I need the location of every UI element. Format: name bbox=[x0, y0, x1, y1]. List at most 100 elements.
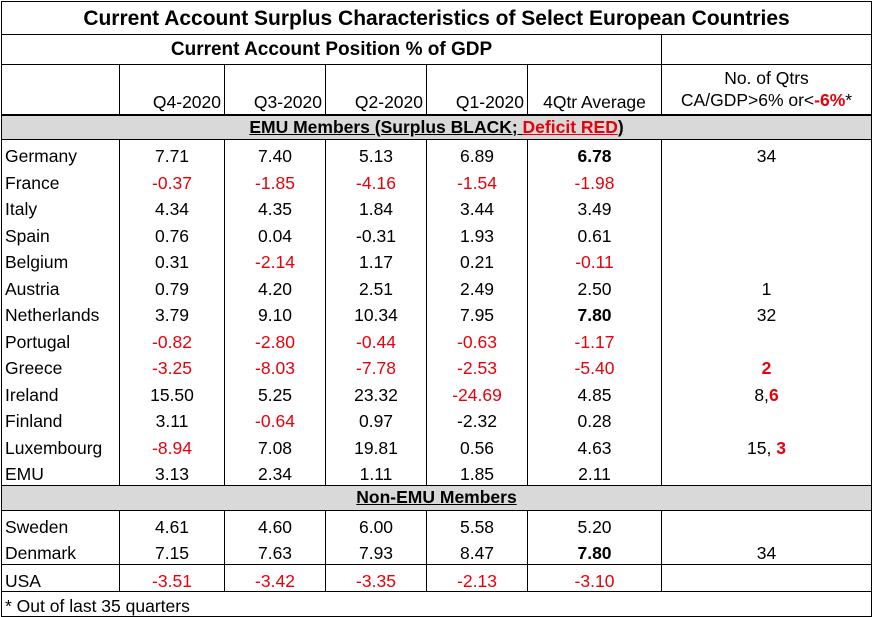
value-q1: 0.56 bbox=[426, 431, 528, 458]
value-q3: 7.40 bbox=[224, 139, 326, 167]
subtitle-blank-cell bbox=[661, 34, 872, 65]
value-q1: -1.54 bbox=[426, 166, 528, 193]
value-average: 6.78 bbox=[527, 139, 662, 167]
value-q4: 4.34 bbox=[119, 193, 225, 220]
value-q3: 7.63 bbox=[224, 537, 326, 565]
section-emu-highlight: Deficit RED bbox=[522, 116, 618, 137]
country-name: Spain bbox=[1, 219, 120, 246]
country-name: EMU bbox=[1, 458, 120, 485]
value-q4: 0.76 bbox=[119, 219, 225, 246]
value-q3: -0.64 bbox=[224, 405, 326, 432]
value-q2: 23.32 bbox=[325, 378, 427, 405]
section-emu-members: EMU Members (Surplus BLACK; Deficit RED) bbox=[1, 113, 872, 140]
value-q1: -2.32 bbox=[426, 405, 528, 432]
count-header-prefix: CA/GDP>6% or< bbox=[680, 89, 815, 110]
quarter-count bbox=[661, 325, 872, 352]
quarter-count-black: 34 bbox=[756, 146, 777, 166]
value-q4: 7.15 bbox=[119, 537, 225, 565]
col-header-q1: Q1-2020 bbox=[426, 64, 528, 115]
value-q4: 15.50 bbox=[119, 378, 225, 405]
value-average: 5.20 bbox=[527, 510, 662, 537]
value-q3: -8.03 bbox=[224, 352, 326, 379]
col-header-q3: Q3-2020 bbox=[224, 64, 326, 115]
value-average: -1.98 bbox=[527, 166, 662, 193]
value-q4: -0.82 bbox=[119, 325, 225, 352]
table-row: Finland 3.11 -0.64 0.97 -2.32 0.28 bbox=[1, 405, 872, 432]
value-q2: 7.93 bbox=[325, 537, 427, 565]
value-q3: 9.10 bbox=[224, 299, 326, 326]
value-q4: 3.79 bbox=[119, 299, 225, 326]
value-q1: -0.63 bbox=[426, 325, 528, 352]
col-header-average: 4Qtr Average bbox=[527, 64, 662, 115]
value-q2: 1.11 bbox=[325, 458, 427, 485]
value-average: 4.63 bbox=[527, 431, 662, 458]
count-header-line2: CA/GDP>6% or<-6%* bbox=[665, 90, 868, 112]
value-q1: 2.49 bbox=[426, 272, 528, 299]
value-q2: -7.78 bbox=[325, 352, 427, 379]
value-q2: 0.97 bbox=[325, 405, 427, 432]
value-q4: 0.79 bbox=[119, 272, 225, 299]
value-average: 0.61 bbox=[527, 219, 662, 246]
section-emu-suffix: ) bbox=[617, 116, 624, 137]
value-q3: 5.25 bbox=[224, 378, 326, 405]
quarter-count bbox=[661, 405, 872, 432]
value-q2: 10.34 bbox=[325, 299, 427, 326]
country-name: USA bbox=[1, 563, 120, 592]
value-q1: 5.58 bbox=[426, 510, 528, 537]
value-q1: 8.47 bbox=[426, 537, 528, 565]
col-header-count: No. of Qtrs CA/GDP>6% or<-6%* bbox=[661, 64, 872, 115]
value-q3: -3.42 bbox=[224, 563, 326, 592]
value-q4: 3.11 bbox=[119, 405, 225, 432]
table-row: Netherlands 3.79 9.10 10.34 7.95 7.80 32 bbox=[1, 299, 872, 326]
country-name: Belgium bbox=[1, 246, 120, 273]
table-row: Italy 4.34 4.35 1.84 3.44 3.49 bbox=[1, 193, 872, 220]
value-q4: -3.51 bbox=[119, 563, 225, 592]
value-q2: 5.13 bbox=[325, 139, 427, 167]
quarter-count bbox=[661, 458, 872, 485]
quarter-count bbox=[661, 510, 872, 537]
quarter-count-black: 1 bbox=[761, 278, 772, 299]
value-q1: 1.93 bbox=[426, 219, 528, 246]
value-q1: -24.69 bbox=[426, 378, 528, 405]
section-emu-prefix: EMU Members (Surplus BLACK; bbox=[249, 116, 523, 137]
table-row: Greece -3.25 -8.03 -7.78 -2.53 -5.40 2 bbox=[1, 352, 872, 379]
country-name: Ireland bbox=[1, 378, 120, 405]
country-name: Luxembourg bbox=[1, 431, 120, 458]
value-q2: -4.16 bbox=[325, 166, 427, 193]
country-name: Italy bbox=[1, 193, 120, 220]
table-row: USA -3.51 -3.42 -3.35 -2.13 -3.10 bbox=[1, 563, 872, 592]
value-q3: -1.85 bbox=[224, 166, 326, 193]
country-name: Austria bbox=[1, 272, 120, 299]
quarter-count: 2 bbox=[661, 352, 872, 379]
count-header-line1: No. of Qtrs bbox=[724, 67, 809, 88]
value-q1: -2.53 bbox=[426, 352, 528, 379]
quarter-count bbox=[661, 219, 872, 246]
value-q4: -8.94 bbox=[119, 431, 225, 458]
quarter-count bbox=[661, 193, 872, 220]
quarter-count-red: 2 bbox=[761, 358, 772, 378]
value-q3: 4.60 bbox=[224, 510, 326, 537]
country-name: Netherlands bbox=[1, 299, 120, 326]
country-name: Germany bbox=[1, 139, 120, 167]
value-q2: 1.84 bbox=[325, 193, 427, 220]
value-q2: 1.17 bbox=[325, 246, 427, 273]
quarter-count: 15, 3 bbox=[661, 431, 872, 458]
quarter-count: 1 bbox=[661, 272, 872, 299]
country-name: Greece bbox=[1, 352, 120, 379]
value-average: -0.11 bbox=[527, 246, 662, 273]
table-row: Denmark 7.15 7.63 7.93 8.47 7.80 34 bbox=[1, 537, 872, 565]
value-q1: -2.13 bbox=[426, 563, 528, 592]
table-row: Belgium 0.31 -2.14 1.17 0.21 -0.11 bbox=[1, 246, 872, 273]
table-row: Luxembourg -8.94 7.08 19.81 0.56 4.63 15, 3 bbox=[1, 431, 872, 458]
value-average: 0.28 bbox=[527, 405, 662, 432]
country-name: Sweden bbox=[1, 510, 120, 537]
value-q1: 7.95 bbox=[426, 299, 528, 326]
quarter-count bbox=[661, 166, 872, 193]
country-name: Portugal bbox=[1, 325, 120, 352]
quarter-count-black: 34 bbox=[756, 543, 777, 563]
table-row: Ireland 15.50 5.25 23.32 -24.69 4.85 8,6 bbox=[1, 378, 872, 405]
section-non-emu-label: Non-EMU Members bbox=[356, 486, 517, 507]
value-q2: 19.81 bbox=[325, 431, 427, 458]
table-subtitle: Current Account Position % of GDP bbox=[1, 34, 662, 65]
footnote: * Out of last 35 quarters bbox=[1, 591, 326, 617]
